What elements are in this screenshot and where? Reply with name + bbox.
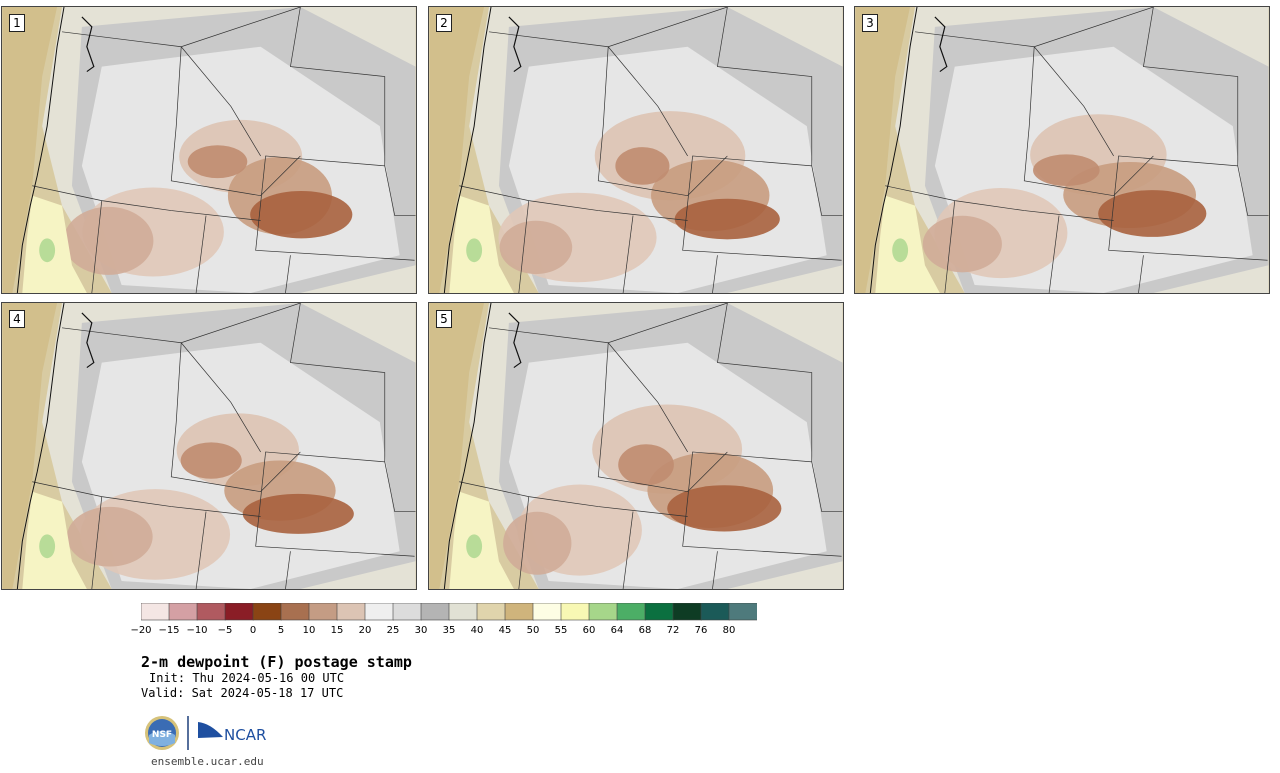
member-number: 4 (9, 310, 25, 328)
colorbar-swatch (141, 603, 170, 621)
colorbar-swatch (616, 603, 646, 621)
colorbar-tick: 20 (358, 625, 372, 636)
colorbar-swatch (672, 603, 702, 621)
ncar-logo: NCAR (198, 722, 266, 744)
colorbar-tick: 55 (554, 625, 568, 636)
ncar-logo-text: NCAR (224, 726, 266, 744)
colorbar-tick: 30 (414, 625, 428, 636)
colorbar-tick: 0 (249, 625, 257, 636)
colorbar-tick: −5 (217, 625, 233, 636)
logos: NSF NCAR (145, 716, 266, 750)
colorbar-swatch (700, 603, 730, 621)
colorbar-tick: 64 (610, 625, 624, 636)
colorbar-tick: 5 (277, 625, 285, 636)
colorbar-tick: 80 (722, 625, 736, 636)
map-field (2, 303, 416, 589)
chart-title: 2-m dewpoint (F) postage stamp (141, 653, 412, 671)
colorbar-tick: 15 (330, 625, 344, 636)
member-number: 2 (436, 14, 452, 32)
colorbar-swatch (364, 603, 394, 621)
colorbar-tick: 50 (526, 625, 540, 636)
colorbar-tick: 68 (638, 625, 652, 636)
colorbar-swatch (196, 603, 226, 621)
colorbar-tick: 72 (666, 625, 680, 636)
colorbar (141, 603, 757, 621)
map-panel-3: 3 (854, 6, 1270, 294)
colorbar-tick: −20 (130, 625, 152, 636)
colorbar-tick: −15 (158, 625, 180, 636)
colorbar-tick: 76 (694, 625, 708, 636)
colorbar-swatch (504, 603, 534, 621)
colorbar-tick: 25 (386, 625, 400, 636)
colorbar-swatch (168, 603, 198, 621)
map-field (2, 7, 416, 293)
colorbar-tick: −10 (186, 625, 208, 636)
map-panel-2: 2 (428, 6, 844, 294)
colorbar-tick: 40 (470, 625, 484, 636)
nsf-logo-text: NSF (152, 730, 172, 740)
member-number: 3 (862, 14, 878, 32)
map-field (429, 303, 843, 589)
valid-time: Valid: Sat 2024-05-18 17 UTC (141, 686, 344, 700)
colorbar-swatch (392, 603, 422, 621)
colorbar-swatch (420, 603, 450, 621)
colorbar-swatch (280, 603, 310, 621)
colorbar-swatch (588, 603, 618, 621)
colorbar-tick: 60 (582, 625, 596, 636)
colorbar-swatch (308, 603, 338, 621)
colorbar-swatch (532, 603, 562, 621)
colorbar-swatch (252, 603, 282, 621)
colorbar-swatch (644, 603, 674, 621)
colorbar-swatch (336, 603, 366, 621)
member-number: 5 (436, 310, 452, 328)
map-panel-5: 5 (428, 302, 844, 590)
colorbar-tick-labels: −20 −15 −10 −5 0 5 10 15 20 25 30 35 40 45 50 55 60 64 68 7… (130, 625, 781, 639)
map-field (429, 7, 843, 293)
website-url: ensemble.ucar.edu (151, 755, 264, 768)
map-panel-4: 4 (1, 302, 417, 590)
colorbar-swatch (224, 603, 254, 621)
map-field (855, 7, 1269, 293)
nsf-logo: NSF (145, 716, 179, 750)
colorbar-swatch (728, 603, 757, 621)
member-number: 1 (9, 14, 25, 32)
init-time: Init: Thu 2024-05-16 00 UTC (149, 671, 345, 685)
colorbar-swatch (476, 603, 506, 621)
map-panel-1: 1 (1, 6, 417, 294)
colorbar-tick: 35 (442, 625, 456, 636)
colorbar-tick: 10 (302, 625, 316, 636)
colorbar-tick: 45 (498, 625, 512, 636)
colorbar-swatch (560, 603, 590, 621)
colorbar-swatch (448, 603, 478, 621)
